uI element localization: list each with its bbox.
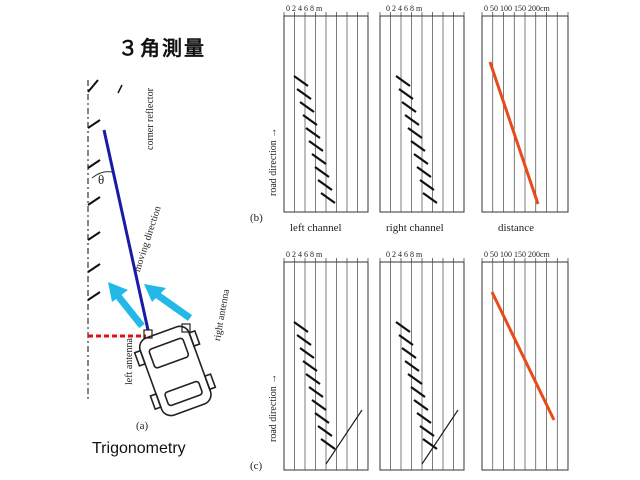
reflection-streak <box>293 321 309 333</box>
reflector <box>87 196 101 206</box>
reflection-streak <box>302 114 318 126</box>
reflector <box>87 291 101 301</box>
caption: Trigonometry <box>92 440 186 457</box>
car-icon <box>133 325 217 417</box>
reflection-streak <box>422 438 438 450</box>
reflection-streak <box>395 321 411 333</box>
reflection-streak <box>416 412 432 424</box>
reflection-streak <box>401 101 417 113</box>
reflection-streak <box>325 409 363 465</box>
reflection-streak <box>413 399 429 411</box>
reflector <box>87 119 101 129</box>
reflector <box>87 159 101 169</box>
blue-sight-line <box>102 129 150 331</box>
reflection-streak <box>314 166 330 178</box>
reflection-streak <box>299 101 315 113</box>
reflection-streak <box>296 88 312 100</box>
reflector-pointer <box>117 84 123 94</box>
reflector <box>87 79 99 93</box>
scale-b-distance: 0 50 100 150 200cm <box>484 4 550 13</box>
reflector <box>87 231 101 241</box>
reflector <box>87 263 101 273</box>
distance-trend-line <box>488 61 540 205</box>
trigonometry-diagram <box>87 79 217 417</box>
reflection-streak <box>305 127 321 139</box>
scale-b-left: 0 2 4 6 8 m <box>286 4 323 13</box>
road-direction-label-c: road direction → <box>268 373 279 442</box>
reflection-streak <box>419 179 435 191</box>
left-antenna-box <box>143 329 153 339</box>
reflection-streak <box>413 153 429 165</box>
figure-b-label: (b) <box>250 212 263 224</box>
reflection-streak <box>407 373 423 385</box>
page-title: ３角測量 <box>118 36 206 60</box>
figure-c-label: (c) <box>250 460 263 472</box>
reflection-streak <box>293 75 309 87</box>
reflection-streak <box>422 192 438 204</box>
radar-record-panels <box>283 12 569 471</box>
reflection-streak <box>296 334 312 346</box>
reflection-streak <box>308 140 324 152</box>
reflection-streak <box>404 360 420 372</box>
road-direction-label-b: road direction → <box>268 127 279 196</box>
reflection-streak <box>311 153 327 165</box>
reflection-streak <box>395 75 411 87</box>
reflection-streak <box>311 399 327 411</box>
reflection-streak <box>410 140 426 152</box>
theta-arc <box>91 171 113 179</box>
corner-reflector-label: corner reflector <box>145 88 156 150</box>
scale-c-distance: 0 50 100 150 200cm <box>484 250 550 259</box>
scale-b-right: 0 2 4 6 8 m <box>386 4 423 13</box>
reflection-streak <box>299 347 315 359</box>
reflection-streak <box>314 412 330 424</box>
reflection-streak <box>419 425 435 437</box>
reflection-streak <box>302 360 318 372</box>
right-channel-label: right channel <box>386 222 444 234</box>
theta-label: θ <box>98 172 105 187</box>
reflection-streak <box>410 386 426 398</box>
reflection-streak <box>305 373 321 385</box>
reflection-streak <box>416 166 432 178</box>
left-arrow-icon <box>108 282 145 329</box>
reflection-streak <box>317 179 333 191</box>
reflection-streak <box>421 409 459 465</box>
reflection-streak <box>407 127 423 139</box>
scale-c-left: 0 2 4 6 8 m <box>286 250 323 259</box>
corner-reflectors <box>87 79 101 301</box>
right-antenna-box <box>181 323 191 333</box>
distance-trend-line <box>490 291 556 421</box>
scale-c-right: 0 2 4 6 8 m <box>386 250 423 259</box>
reflection-streak <box>317 425 333 437</box>
left-antenna-label: left antenna <box>124 338 135 385</box>
reflection-streak <box>401 347 417 359</box>
reflection-streak <box>320 438 336 450</box>
left-channel-label: left channel <box>290 222 342 234</box>
reflection-streak <box>320 192 336 204</box>
figure-a-label: (a) <box>136 420 149 432</box>
reflection-streak <box>398 334 414 346</box>
right-arrow-icon <box>144 284 193 321</box>
distance-label: distance <box>498 222 535 234</box>
reflection-streak <box>404 114 420 126</box>
reflection-streak <box>398 88 414 100</box>
reflection-streak <box>308 386 324 398</box>
